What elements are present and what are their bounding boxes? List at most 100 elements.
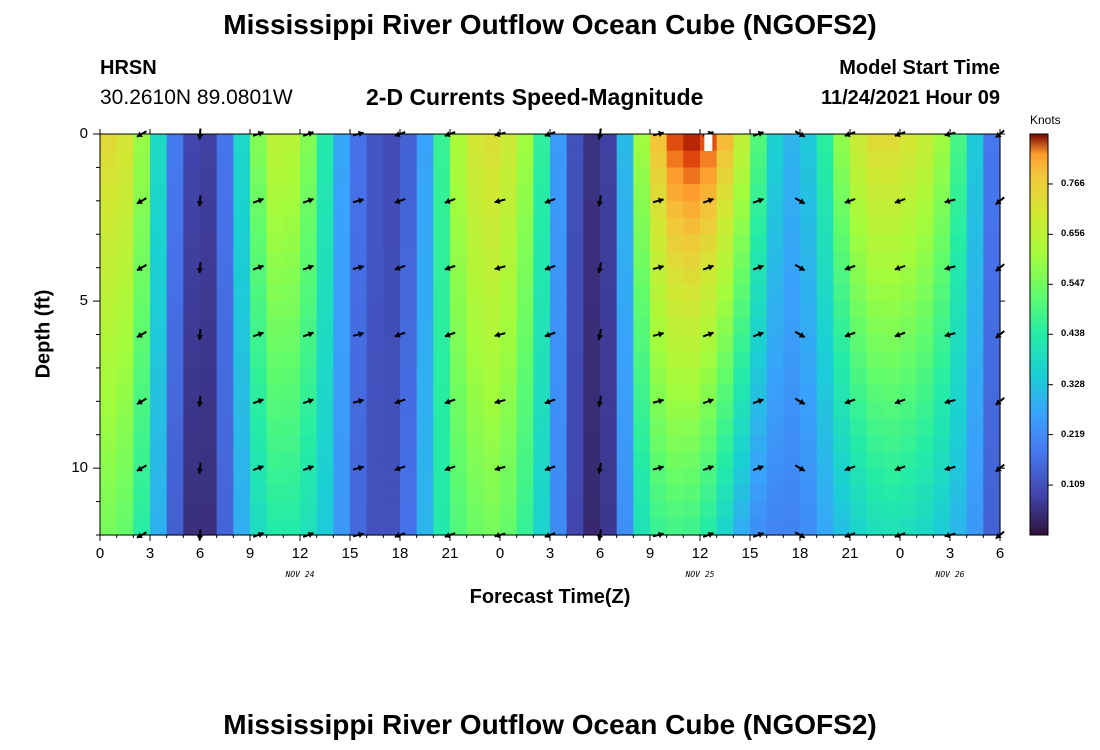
heatmap-cell [200, 317, 218, 336]
heatmap-cell [433, 317, 451, 336]
heatmap-cell [683, 284, 701, 302]
heatmap-cell [683, 267, 701, 285]
heatmap-cell [783, 401, 801, 419]
heatmap-cell [266, 134, 284, 152]
heatmap-cell [466, 167, 484, 185]
heatmap-cell [316, 468, 334, 486]
heatmap-cell [583, 150, 601, 169]
heatmap-cell [233, 451, 251, 469]
heatmap-cell [700, 167, 718, 185]
heatmap-cell [533, 334, 551, 352]
heatmap-cell [866, 234, 884, 252]
x-tick-label: 12 [291, 545, 309, 562]
heatmap-cell [216, 150, 234, 169]
heatmap-cell [816, 501, 834, 519]
heatmap-cell [616, 234, 634, 252]
heatmap-cell [933, 234, 951, 252]
heatmap-cell [633, 401, 651, 419]
heatmap-cell [466, 451, 484, 469]
heatmap-cell [283, 267, 301, 285]
heatmap-cell [483, 434, 501, 453]
current-vector [894, 398, 906, 405]
heatmap-cell [550, 384, 568, 402]
heatmap-cell [983, 217, 1001, 235]
heatmap-cell [466, 334, 484, 352]
heatmap-cell [283, 301, 301, 319]
heatmap-cell [966, 267, 984, 285]
heatmap-cell [783, 367, 801, 386]
heatmap-cell [200, 367, 218, 386]
heatmap-cell [150, 351, 168, 369]
heatmap-cell [766, 468, 784, 486]
heatmap-cell [133, 401, 151, 419]
heatmap-cell [933, 351, 951, 369]
heatmap-cell [133, 484, 151, 503]
current-vector [844, 264, 856, 271]
heatmap-cell [650, 184, 668, 202]
heatmap-cell [316, 150, 334, 169]
heatmap-cell [933, 418, 951, 436]
heatmap-cell [950, 267, 968, 285]
heatmap-cell [116, 267, 134, 285]
heatmap-cell [433, 401, 451, 419]
heatmap-cell [533, 234, 551, 252]
heatmap-cell [150, 134, 168, 152]
heatmap-cell [716, 317, 734, 336]
heatmap-cell [116, 367, 134, 386]
heatmap-cell [483, 401, 501, 419]
heatmap-cell [216, 434, 234, 453]
heatmap-cell [916, 284, 934, 302]
heatmap-cell [183, 150, 201, 169]
heatmap-cell [316, 367, 334, 386]
current-vector [702, 398, 714, 405]
heatmap-cell [500, 134, 518, 152]
heatmap-cell [500, 434, 518, 453]
heatmap-cells [100, 134, 1001, 536]
current-vector [252, 398, 264, 405]
heatmap-cell [583, 367, 601, 386]
heatmap-cell [250, 501, 268, 519]
heatmap-cell [233, 334, 251, 352]
heatmap-cell [866, 301, 884, 319]
heatmap-cell [916, 267, 934, 285]
heatmap-cell [650, 317, 668, 336]
heatmap-cell [550, 451, 568, 469]
heatmap-cell [350, 284, 368, 302]
heatmap-cell [566, 384, 584, 402]
heatmap-cell [566, 468, 584, 486]
day-label: NOV 25 [685, 570, 715, 579]
heatmap-cell [416, 451, 434, 469]
heatmap-cell [100, 351, 118, 369]
heatmap-cell [800, 184, 818, 202]
heatmap-cell [833, 351, 851, 369]
heatmap-cell [966, 518, 984, 536]
heatmap-cell [283, 150, 301, 169]
heatmap-cell [350, 184, 368, 202]
heatmap-cell [633, 134, 651, 152]
heatmap-cell [833, 484, 851, 503]
heatmap-cell [100, 267, 118, 285]
heatmap-cell [416, 200, 434, 219]
heatmap-cell [866, 250, 884, 269]
heatmap-cell [366, 434, 384, 453]
heatmap-cell [450, 217, 468, 235]
heatmap-cell [133, 267, 151, 285]
heatmap-cell [416, 418, 434, 436]
heatmap-cell [783, 468, 801, 486]
heatmap-cell [133, 451, 151, 469]
heatmap-cell [166, 367, 184, 386]
heatmap-cell [566, 351, 584, 369]
heatmap-cell [383, 351, 401, 369]
heatmap-cell [533, 250, 551, 269]
heatmap-cell [800, 501, 818, 519]
heatmap-cell [816, 351, 834, 369]
heatmap-cell [166, 150, 184, 169]
heatmap-cell [700, 351, 718, 369]
heatmap-cell [400, 501, 418, 519]
heatmap-cell [350, 200, 368, 219]
heatmap-cell [866, 351, 884, 369]
heatmap-cell [133, 334, 151, 352]
heatmap-cell [800, 250, 818, 269]
heatmap-cell [933, 134, 951, 152]
heatmap-cell [466, 384, 484, 402]
